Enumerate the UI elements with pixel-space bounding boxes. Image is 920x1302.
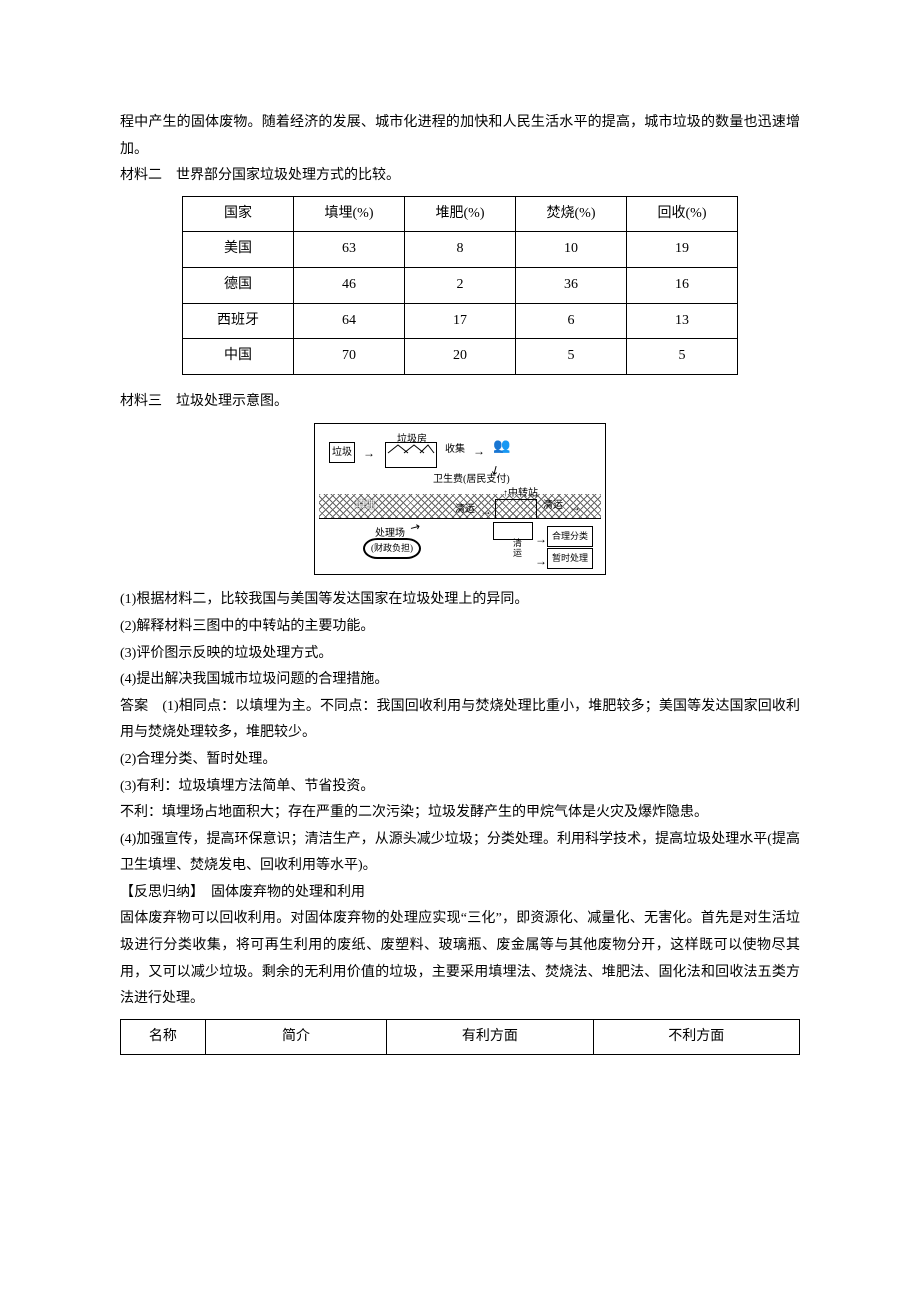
methods-summary-table: 名称 简介 有利方面 不利方面 <box>120 1019 800 1056</box>
cell: 美国 <box>183 232 294 268</box>
intro-continued: 程中产生的固体废物。随着经济的发展、城市化进程的加快和人民生活水平的提高，城市垃… <box>120 110 800 163</box>
cell: 17 <box>405 303 516 339</box>
arrow-icon: → <box>473 440 485 463</box>
question-4: (4)提出解决我国城市垃圾问题的合理措施。 <box>120 667 800 694</box>
cell: 46 <box>294 267 405 303</box>
cell: 64 <box>294 303 405 339</box>
waste-methods-table: 国家 填埋(%) 堆肥(%) 焚烧(%) 回收(%) 美国 63 8 10 19… <box>182 196 738 375</box>
arrow-icon: → <box>535 528 547 551</box>
table-row: 德国 46 2 36 16 <box>183 267 738 303</box>
answer-1: 答案 (1)相同点：以填埋为主。不同点：我国回收利用与焚烧处理比重小，堆肥较多；… <box>120 694 800 747</box>
label-waste: 垃圾 <box>329 442 355 463</box>
label-collect: 收集 <box>445 440 465 459</box>
col-advantage: 有利方面 <box>387 1019 593 1055</box>
box-temp: 暂时处理 <box>547 548 593 569</box>
col-country: 国家 <box>183 196 294 232</box>
box-sort: 合理分类 <box>547 526 593 547</box>
arrow-icon: → <box>480 500 492 523</box>
arrow-icon: → <box>363 442 375 465</box>
cell: 2 <box>405 267 516 303</box>
col-recycle: 回收(%) <box>627 196 738 232</box>
question-3: (3)评价图示反映的垃圾处理方式。 <box>120 641 800 668</box>
col-compost: 堆肥(%) <box>405 196 516 232</box>
col-intro: 简介 <box>205 1019 386 1055</box>
col-name: 名称 <box>121 1019 206 1055</box>
cell: 13 <box>627 303 738 339</box>
cell: 6 <box>516 303 627 339</box>
table-row: 中国 70 20 5 5 <box>183 339 738 375</box>
table1-wrap: 国家 填埋(%) 堆肥(%) 焚烧(%) 回收(%) 美国 63 8 10 19… <box>120 196 800 375</box>
cell: 德国 <box>183 267 294 303</box>
cell: 20 <box>405 339 516 375</box>
cell: 10 <box>516 232 627 268</box>
diagram-wrap: 垃圾 → 垃圾房 收集 → 👥 卫生费(居民支付) ↙ 填埋 ↑中转站 清运 →… <box>120 423 800 575</box>
question-1: (1)根据材料二，比较我国与美国等发达国家在垃圾处理上的异同。 <box>120 587 800 614</box>
label-qingyun2: 清运 <box>543 496 563 515</box>
arrow-icon: → <box>535 550 547 573</box>
cell: 中国 <box>183 339 294 375</box>
table-row: 美国 63 8 10 19 <box>183 232 738 268</box>
col-disadvantage: 不利方面 <box>593 1019 799 1055</box>
table-header-row: 名称 简介 有利方面 不利方面 <box>121 1019 800 1055</box>
cell: 8 <box>405 232 516 268</box>
station-icon <box>495 499 537 519</box>
cell: 63 <box>294 232 405 268</box>
question-2: (2)解释材料三图中的中转站的主要功能。 <box>120 614 800 641</box>
label-fiscal-burden: (财政负担) <box>363 538 421 559</box>
col-landfill: 填埋(%) <box>294 196 405 232</box>
label-qy-vert: 清运 <box>513 539 522 559</box>
answer-3b: 不利：填埋场占地面积大；存在严重的二次污染；垃圾发酵产生的甲烷气体是火灾及爆炸隐… <box>120 800 800 827</box>
answer-2: (2)合理分类、暂时处理。 <box>120 747 800 774</box>
answer-3a: (3)有利：垃圾填埋方法简单、节省投资。 <box>120 774 800 801</box>
material-2-label: 材料二 世界部分国家垃圾处理方式的比较。 <box>120 163 800 190</box>
reflect-heading: 【反思归纳】 固体废弃物的处理和利用 <box>120 880 800 907</box>
answer-4: (4)加强宣传，提高环保意识；清洁生产，从源头减少垃圾；分类处理。利用科学技术，… <box>120 827 800 880</box>
table-row: 西班牙 64 17 6 13 <box>183 303 738 339</box>
cell: 36 <box>516 267 627 303</box>
cell: 5 <box>627 339 738 375</box>
waste-process-diagram: 垃圾 → 垃圾房 收集 → 👥 卫生费(居民支付) ↙ 填埋 ↑中转站 清运 →… <box>314 423 606 575</box>
house-icon <box>385 442 437 468</box>
col-incinerate: 焚烧(%) <box>516 196 627 232</box>
label-qingyun: 清运 <box>455 500 475 519</box>
material-3-label: 材料三 垃圾处理示意图。 <box>120 389 800 416</box>
page: 程中产生的固体废物。随着经济的发展、城市化进程的加快和人民生活水平的提高，城市垃… <box>0 0 920 1302</box>
cell: 16 <box>627 267 738 303</box>
people-icon: 👥 <box>493 434 510 461</box>
table-header-row: 国家 填埋(%) 堆肥(%) 焚烧(%) 回收(%) <box>183 196 738 232</box>
arrow-icon: → <box>569 496 581 519</box>
cell: 19 <box>627 232 738 268</box>
cell: 70 <box>294 339 405 375</box>
reflect-paragraph-1: 固体废弃物可以回收利用。对固体废弃物的处理应实现“三化”，即资源化、减量化、无害… <box>120 906 800 1012</box>
label-landfill: 填埋 <box>355 496 375 515</box>
cell: 西班牙 <box>183 303 294 339</box>
cell: 5 <box>516 339 627 375</box>
